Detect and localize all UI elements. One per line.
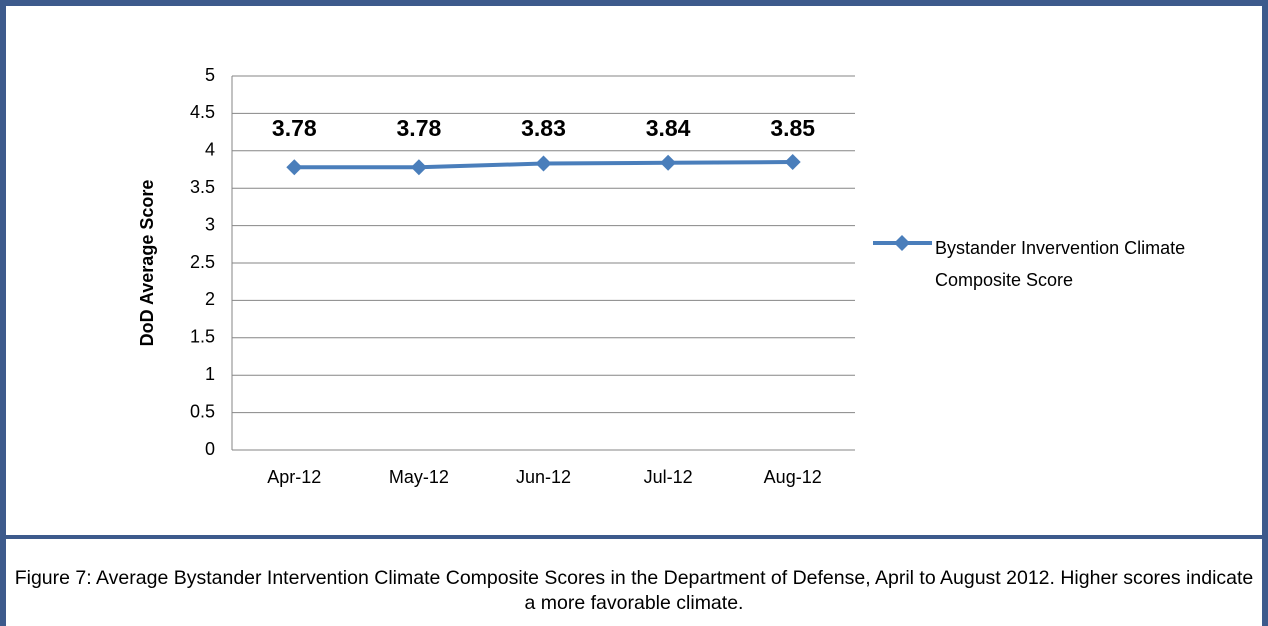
y-tick-label: 5 [205, 65, 215, 85]
caption-separator [0, 535, 1268, 539]
marker [535, 155, 552, 172]
x-tick-label: May-12 [389, 467, 449, 487]
x-tick-label: Apr-12 [267, 467, 321, 487]
y-tick-label: 4.5 [190, 102, 215, 122]
data-label: 3.83 [521, 115, 566, 141]
x-tick-label: Aug-12 [764, 467, 822, 487]
marker [660, 154, 677, 171]
x-tick-label: Jul-12 [644, 467, 693, 487]
y-tick-label: 3 [205, 214, 215, 234]
legend-marker [894, 235, 910, 251]
frame-top [0, 0, 1268, 6]
frame-right [1262, 0, 1268, 626]
y-tick-label: 2 [205, 289, 215, 309]
caption: Figure 7: Average Bystander Intervention… [14, 567, 1254, 614]
y-tick-label: 1.5 [190, 327, 215, 347]
y-tick-label: 0 [205, 439, 215, 459]
data-label: 3.78 [272, 115, 317, 141]
y-tick-label: 3.5 [190, 177, 215, 197]
y-tick-label: 0.5 [190, 401, 215, 421]
legend-label: Bystander Invervention Climate Composite… [935, 238, 1186, 290]
marker [410, 159, 427, 176]
data-label: 3.85 [770, 115, 815, 141]
y-tick-label: 1 [205, 364, 215, 384]
data-label: 3.78 [397, 115, 442, 141]
marker [286, 159, 303, 176]
y-tick-label: 4 [205, 140, 215, 160]
x-tick-label: Jun-12 [516, 467, 571, 487]
frame-left [0, 0, 6, 626]
y-axis-label: DoD Average Score [137, 180, 157, 347]
y-tick-label: 2.5 [190, 252, 215, 272]
marker [784, 154, 801, 171]
data-label: 3.84 [646, 115, 691, 141]
